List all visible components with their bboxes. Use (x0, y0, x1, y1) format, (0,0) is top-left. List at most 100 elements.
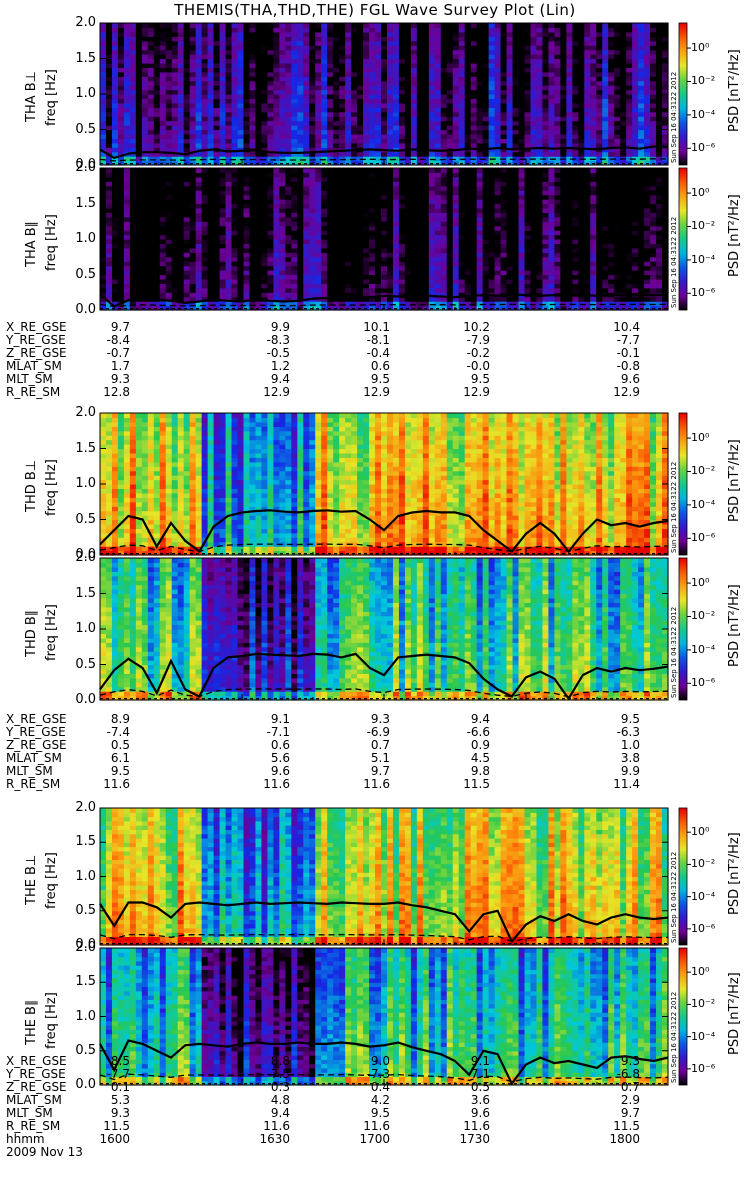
ephemeris-value: 12.9 (463, 385, 490, 399)
series-line (99, 509, 669, 554)
ephemeris-value: 5.1 (370, 751, 390, 765)
ephemeris-value: 11.6 (263, 777, 290, 791)
colorbar (678, 167, 688, 311)
ephemeris-value: -7.1 (466, 1067, 490, 1081)
colorbar-tick-label: 10⁻² (691, 464, 716, 478)
panel-label: THD B⊥ (24, 459, 39, 512)
ephemeris-value: 10.2 (463, 320, 490, 334)
ephemeris-value: -7.7 (616, 333, 640, 347)
ephemeris-value: -0.4 (366, 346, 390, 360)
ephemeris-value: 11.5 (613, 1119, 640, 1133)
colorbar-tick-label: 10⁻⁴ (691, 1029, 716, 1043)
ephemeris-label: MLT_SM (6, 1106, 53, 1120)
ephemeris-value: 1730 (459, 1132, 490, 1146)
ephemeris-value: 6.1 (110, 751, 130, 765)
ephemeris-value: 0.1 (110, 1080, 130, 1094)
timestamp-stamp: Sun Sep 16 04:3122 2012 (670, 71, 678, 163)
ephemeris-label: X_RE_GSE (6, 320, 67, 334)
ephemeris-value: 9.9 (620, 764, 640, 778)
ephemeris-label: R_RE_SM (6, 385, 61, 399)
panel-label: THE B∥ (24, 999, 39, 1045)
spectrogram-panel (100, 808, 669, 946)
y-tick-label: 2.0 (75, 800, 96, 815)
y-tick-label: 1.5 (75, 585, 96, 601)
panel-label: THA B⊥ (24, 71, 39, 122)
colorbar-tick-label: 10⁻⁶ (691, 141, 716, 155)
y-axis-label: freq [Hz] (44, 459, 59, 516)
colorbar-tick-label: 10⁻² (691, 219, 716, 233)
ephemeris-value: 9.3 (620, 1054, 640, 1068)
ephemeris-label: Y_RE_GSE (6, 1067, 66, 1081)
ephemeris-value: 9.9 (270, 320, 290, 334)
y-tick-label: 1.0 (75, 231, 96, 246)
y-tick-label: 0.0 (75, 547, 96, 562)
ephemeris-value: 1700 (359, 1132, 390, 1146)
colorbar (678, 557, 688, 701)
ephemeris-value: -7.5 (266, 1067, 290, 1081)
y-tick-label: 0.0 (75, 157, 96, 172)
series-line (99, 1039, 669, 1086)
ephemeris-value: 0.7 (370, 738, 390, 752)
y-tick-label: 0.0 (75, 1077, 96, 1092)
ephemeris-value: 1800 (609, 1132, 640, 1146)
y-tick-label: 1.0 (75, 868, 96, 884)
spectrogram-panel (100, 168, 669, 311)
timestamp-stamp: Sun Sep 16 04:3122 2012 (670, 606, 678, 698)
colorbar-label: PSD [nT²/Hz] (727, 49, 742, 132)
y-tick-label: 2.0 (75, 550, 96, 565)
ephemeris-value: 9.1 (470, 1054, 490, 1068)
ephemeris-value: -7.3 (366, 1067, 390, 1081)
ephemeris-value: 0.9 (470, 738, 490, 752)
series-dashed-line (99, 688, 669, 698)
colorbar-label: PSD [nT²/Hz] (727, 439, 742, 522)
colorbar-tick-label: 10⁻⁶ (691, 921, 716, 935)
timestamp-stamp: Sun Sep 16 04:3122 2012 (670, 216, 678, 308)
y-tick-label: 0.5 (75, 121, 96, 137)
ephemeris-value: 9.5 (470, 372, 490, 386)
ephemeris-value: 9.7 (370, 764, 390, 778)
panel-label: THD B∥ (24, 609, 39, 657)
ephemeris-value: -8.1 (366, 333, 390, 347)
colorbar (678, 947, 688, 1086)
colorbar-tick-label: 10⁻⁶ (691, 1061, 716, 1075)
y-tick-label: 1.0 (75, 476, 96, 491)
ephemeris-label: 2009 Nov 13 (6, 1145, 83, 1159)
y-tick-label: 1.0 (75, 621, 96, 636)
ephemeris-value: 5.6 (270, 751, 290, 765)
ephemeris-value: 4.5 (470, 751, 490, 765)
ephemeris-value: 9.4 (270, 1106, 290, 1120)
ephemeris-value: 11.6 (263, 1119, 290, 1133)
ephemeris-value: -8.4 (106, 333, 130, 347)
ephemeris-value: 11.6 (103, 777, 130, 791)
colorbar-tick-label: 10⁻⁴ (691, 642, 716, 656)
ephemeris-value: 9.6 (620, 372, 640, 386)
y-tick-label: 1.0 (75, 1008, 96, 1024)
ephemeris-value: 0.7 (620, 1080, 640, 1094)
ephemeris-label: MLT_SM (6, 372, 53, 386)
ephemeris-label: MLT_SM (6, 764, 53, 778)
y-tick-label: 0.0 (75, 692, 96, 707)
ephemeris-value: 12.9 (613, 385, 640, 399)
y-tick-label: 0.5 (75, 511, 96, 527)
ephemeris-value: 1.7 (110, 359, 130, 373)
ephemeris-value: 1.0 (620, 738, 640, 752)
ephemeris-value: -0.5 (266, 346, 290, 360)
y-tick-label: 1.5 (75, 195, 96, 211)
colorbar-tick-label: 10⁻² (691, 609, 716, 623)
ephemeris-value: 9.5 (620, 712, 640, 726)
y-tick-label: 1.5 (75, 440, 96, 456)
colorbar-tick-label: 10⁻⁶ (691, 676, 716, 690)
colorbar-tick-label: 10⁰ (691, 186, 710, 200)
ephemeris-value: 0.6 (370, 359, 390, 373)
ephemeris-value: -7.7 (106, 1067, 130, 1081)
colorbar-tick-label: 10⁰ (691, 825, 710, 839)
spectrogram-panel (100, 23, 669, 166)
ephemeris-value: 0.6 (270, 738, 290, 752)
ephemeris-value: 11.5 (103, 1119, 130, 1133)
ephemeris-value: 1630 (259, 1132, 290, 1146)
ephemeris-value: 9.8 (470, 764, 490, 778)
timestamp-stamp: Sun Sep 16 04:3122 2012 (670, 991, 678, 1083)
colorbar-tick-label: 10⁻⁴ (691, 252, 716, 266)
colorbar-label: PSD [nT²/Hz] (727, 584, 742, 667)
ephemeris-value: 9.4 (470, 712, 490, 726)
